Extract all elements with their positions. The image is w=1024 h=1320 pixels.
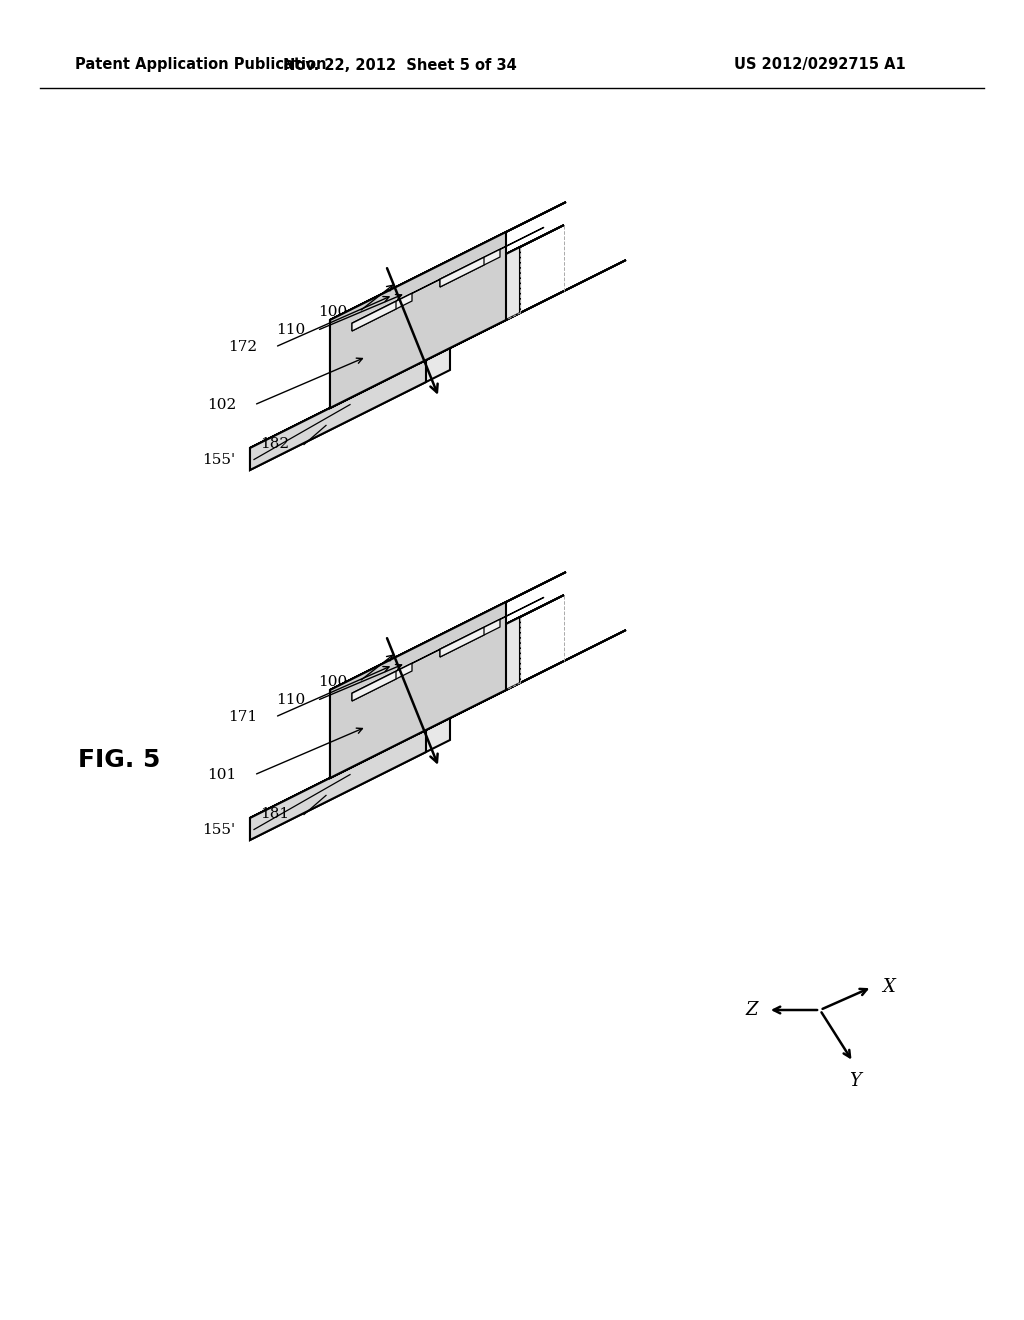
Polygon shape	[332, 639, 476, 711]
Text: 172: 172	[228, 341, 257, 354]
Polygon shape	[352, 301, 396, 331]
Polygon shape	[420, 616, 520, 733]
Polygon shape	[250, 360, 426, 470]
Polygon shape	[330, 602, 506, 777]
Polygon shape	[250, 348, 450, 470]
Text: 155': 155'	[202, 453, 234, 466]
Polygon shape	[330, 660, 390, 777]
Text: 171: 171	[228, 710, 257, 725]
Polygon shape	[332, 661, 432, 777]
Polygon shape	[440, 257, 484, 286]
Polygon shape	[332, 269, 476, 341]
Polygon shape	[250, 260, 626, 447]
Text: Y: Y	[849, 1072, 861, 1090]
Polygon shape	[352, 672, 396, 701]
Text: 102: 102	[207, 399, 236, 412]
Polygon shape	[420, 247, 520, 363]
Polygon shape	[330, 572, 566, 690]
Text: 110: 110	[275, 323, 305, 338]
Polygon shape	[420, 275, 464, 363]
Text: 182: 182	[260, 437, 289, 451]
Polygon shape	[352, 293, 412, 331]
Text: 100: 100	[317, 305, 347, 318]
Text: X: X	[882, 978, 895, 997]
Polygon shape	[352, 272, 456, 323]
Polygon shape	[330, 290, 390, 408]
Text: FIG. 5: FIG. 5	[78, 748, 161, 772]
Text: 100: 100	[317, 675, 347, 689]
Text: 155': 155'	[202, 822, 234, 837]
Text: Patent Application Publication: Patent Application Publication	[75, 58, 327, 73]
Text: I: I	[440, 692, 449, 711]
Polygon shape	[250, 730, 426, 840]
Text: 181: 181	[260, 808, 289, 821]
Polygon shape	[440, 627, 484, 657]
Polygon shape	[332, 290, 432, 407]
Polygon shape	[352, 663, 412, 701]
Polygon shape	[330, 202, 566, 319]
Polygon shape	[440, 249, 500, 286]
Text: US 2012/0292715 A1: US 2012/0292715 A1	[734, 58, 906, 73]
Polygon shape	[440, 227, 544, 280]
Polygon shape	[332, 319, 376, 407]
Polygon shape	[440, 597, 544, 649]
Text: 101: 101	[207, 768, 236, 781]
Polygon shape	[352, 642, 456, 693]
Polygon shape	[250, 630, 626, 818]
Text: Z: Z	[745, 1001, 758, 1019]
Polygon shape	[440, 619, 500, 657]
Text: Nov. 22, 2012  Sheet 5 of 34: Nov. 22, 2012 Sheet 5 of 34	[283, 58, 517, 73]
Polygon shape	[420, 224, 564, 297]
Text: II: II	[440, 322, 457, 341]
Polygon shape	[420, 645, 464, 733]
Polygon shape	[250, 718, 450, 840]
Polygon shape	[330, 232, 506, 408]
Polygon shape	[420, 595, 564, 667]
Text: 110: 110	[275, 693, 305, 708]
Polygon shape	[332, 689, 376, 777]
